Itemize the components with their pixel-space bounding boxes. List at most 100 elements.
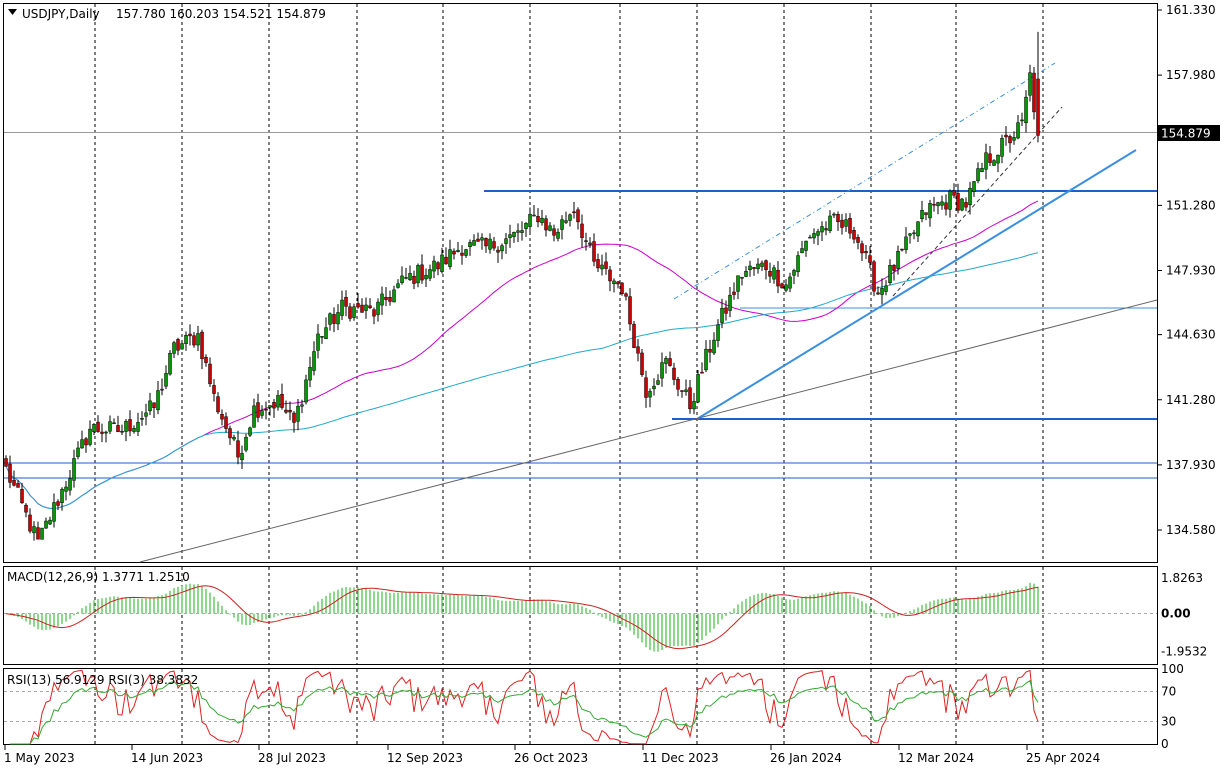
ohlc-values: 157.780 160.203 154.521 154.879: [116, 7, 326, 21]
price-tick-label: 144.630: [1166, 328, 1216, 342]
candle-body: [664, 358, 668, 364]
candle-body: [756, 263, 760, 270]
candle-body: [400, 275, 404, 283]
candle-body: [720, 307, 724, 323]
candle-body: [232, 437, 236, 440]
candle-body: [148, 400, 152, 412]
candle-body: [536, 216, 540, 223]
candle-body: [424, 275, 428, 280]
candle-body: [772, 267, 776, 280]
candle-body: [132, 428, 136, 432]
long-trend-line: [139, 299, 1158, 563]
candle-body: [360, 304, 364, 313]
candle-body: [528, 214, 532, 227]
candle-body: [532, 214, 536, 217]
candle-body: [252, 405, 256, 428]
candle-body: [412, 275, 416, 284]
candle-body: [484, 238, 488, 247]
candle-body: [612, 280, 616, 284]
rsi-axis: 100 70 30 0: [1161, 662, 1184, 751]
candle-body: [1016, 122, 1020, 139]
candle-body: [420, 264, 424, 281]
candle-body: [292, 412, 296, 423]
candle-body: [280, 394, 284, 408]
candle-body: [948, 190, 952, 210]
candle-body: [364, 304, 368, 311]
candle-body: [844, 219, 848, 227]
candle-body: [1036, 78, 1040, 136]
rsi-slow-line: [10, 679, 1039, 745]
candle-body: [692, 401, 696, 410]
candle-body: [968, 187, 972, 206]
drawn-lines: [4, 62, 1158, 563]
candle-body: [92, 424, 96, 432]
candle-body: [296, 405, 300, 422]
candle-body: [508, 234, 512, 238]
triangle-down-icon[interactable]: [8, 9, 17, 15]
candle-body: [416, 265, 420, 284]
date-tick-label: 26 Oct 2023: [514, 751, 588, 765]
candle-body: [824, 228, 828, 231]
candle-body: [1024, 96, 1028, 124]
candle-body: [404, 277, 408, 279]
candle-body: [800, 248, 804, 254]
candle-body: [592, 241, 596, 262]
candle-body: [124, 421, 128, 432]
candle-body: [788, 276, 792, 289]
candle-body: [260, 410, 264, 416]
candle-body: [744, 270, 748, 277]
vertical-grid: [94, 4, 1044, 744]
candle-body: [140, 418, 144, 420]
candle-body: [804, 240, 808, 251]
candle-body: [272, 401, 276, 409]
candle-body: [900, 248, 904, 251]
candle-body: [468, 242, 472, 247]
candle-body: [712, 339, 716, 354]
candle-body: [176, 339, 180, 351]
candle-body: [912, 232, 916, 235]
price-panel-frame: [3, 3, 1158, 563]
candle-body: [164, 373, 168, 387]
candle-body: [964, 202, 968, 208]
candle-body: [432, 260, 436, 272]
candle-body: [8, 463, 12, 483]
candle-body: [36, 527, 40, 540]
candle-body: [860, 243, 864, 254]
candle-body: [436, 262, 440, 270]
candle-body: [464, 249, 468, 256]
candle-body: [700, 371, 704, 374]
date-tick-label: 25 Apr 2024: [1026, 751, 1100, 765]
candle-body: [604, 261, 608, 269]
candle-body: [444, 256, 448, 265]
candle-body: [660, 362, 664, 379]
candle-body: [732, 291, 736, 295]
candle-body: [932, 203, 936, 206]
candle-body: [980, 168, 984, 173]
moving-averages: [5, 200, 1039, 510]
candle-body: [588, 242, 592, 245]
candle-body: [72, 458, 76, 481]
candle-body: [388, 297, 392, 302]
candle-body: [960, 198, 964, 211]
candle-body: [924, 212, 928, 215]
candle-body: [972, 181, 976, 192]
candle-body: [760, 262, 764, 267]
macd-tick-label: -1.9532: [1161, 644, 1207, 658]
candle-body: [644, 377, 648, 398]
candle-body: [180, 343, 184, 350]
candle-body: [28, 514, 32, 532]
candle-body: [808, 236, 812, 239]
channel-bottom-line: [892, 106, 1063, 297]
candle-body: [916, 221, 920, 237]
date-tick-label: 26 Jan 2024: [770, 751, 842, 765]
candle-body: [128, 419, 132, 432]
candle-body: [448, 249, 452, 267]
candle-body: [32, 526, 36, 534]
candle-body: [548, 225, 552, 231]
candle-body: [236, 440, 240, 458]
candle-body: [200, 331, 204, 359]
price-tick-label: 157.980: [1166, 68, 1216, 82]
candles: [4, 31, 1040, 541]
candle-body: [780, 283, 784, 289]
